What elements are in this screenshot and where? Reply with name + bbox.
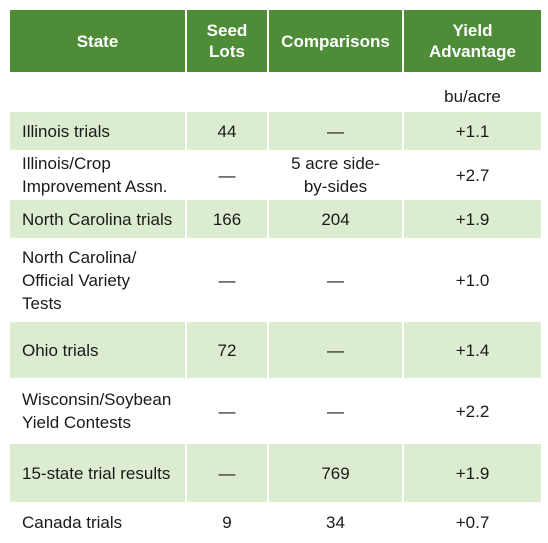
unit-spacer: [10, 72, 186, 112]
table-row: 15-state trial results — 769 +1.9: [10, 444, 541, 502]
cell-yield: +1.9: [402, 200, 541, 238]
cell-state-line: Improvement Assn.: [22, 177, 168, 196]
table-row: Ohio trials 72 — +1.4: [10, 322, 541, 378]
table-row: North Carolina trials 166 204 +1.9: [10, 200, 541, 238]
cell-state-line: Wisconsin/Soybean: [22, 390, 172, 409]
cell-comparisons-line: —: [327, 270, 344, 290]
header-seed-lots: Seed Lots: [185, 10, 268, 72]
table-row: Canada trials 9 34 +0.7: [10, 502, 541, 542]
cell-comparisons-line: 769: [321, 463, 350, 483]
table-row: North Carolina/Official Variety Tests — — +1…: [10, 238, 541, 322]
cell-seed-lots: 166: [185, 200, 268, 238]
cell-comparisons: 34: [267, 502, 403, 542]
table-row: Wisconsin/Soybean Yield Contests — — +2.2: [10, 378, 541, 444]
cell-state-line: Illinois/Crop: [22, 154, 111, 173]
header-seed-lots-line: Lots: [209, 42, 245, 61]
cell-state-line: Ohio trials: [22, 340, 99, 360]
cell-state: North Carolina trials: [10, 200, 186, 238]
cell-comparisons: —: [267, 322, 403, 378]
cell-seed-lots: 72: [185, 322, 268, 378]
cell-comparisons-line: 204: [321, 209, 350, 229]
cell-comparisons-line: 34: [326, 512, 345, 532]
unit-row: bu/acre: [10, 72, 541, 112]
cell-comparisons: —: [267, 112, 403, 150]
cell-state-line: Canada trials: [22, 512, 123, 532]
unit-spacer: [267, 72, 403, 112]
cell-seed-lots: —: [185, 150, 268, 200]
cell-comparisons-line: by-sides: [303, 177, 368, 196]
header-yield-advantage: Yield Advantage: [402, 10, 541, 72]
cell-yield: +1.4: [402, 322, 541, 378]
header-seed-lots-line: Seed: [206, 21, 248, 40]
table-row: Illinois/Crop Improvement Assn. —5 acre si…: [10, 150, 541, 200]
header-yield-line: Yield: [452, 21, 493, 40]
header-comparisons: Comparisons: [267, 10, 403, 72]
cell-state-line: North Carolina trials: [22, 209, 173, 229]
cell-comparisons: —: [267, 238, 403, 322]
cell-comparisons: 769: [267, 444, 403, 502]
cell-yield: +1.9: [402, 444, 541, 502]
cell-state: Canada trials: [10, 502, 186, 542]
cell-state: Illinois/Crop Improvement Assn.: [10, 150, 186, 200]
cell-state: Illinois trials: [10, 112, 186, 150]
yield-table: State Seed Lots Comparisons Yield Advant…: [10, 10, 541, 542]
cell-comparisons: 5 acre side-by-sides: [267, 150, 403, 200]
header-yield-line: Advantage: [429, 42, 516, 61]
cell-state-line: Tests: [22, 293, 62, 313]
cell-state-line: 15-state trial results: [22, 463, 171, 483]
unit-spacer: [185, 72, 268, 112]
cell-state-line: Yield Contests: [22, 413, 131, 432]
cell-state-line: North Carolina/: [22, 247, 137, 267]
cell-yield: +2.2: [402, 378, 541, 444]
cell-yield: +0.7: [402, 502, 541, 542]
table-row: Illinois trials 44 — +1.1: [10, 112, 541, 150]
cell-seed-lots: 9: [185, 502, 268, 542]
cell-state-line: Official Variety: [22, 270, 131, 290]
cell-seed-lots: —: [185, 238, 268, 322]
cell-state: North Carolina/Official Variety Tests: [10, 238, 186, 322]
header-state: State: [10, 10, 186, 72]
cell-state-line: Illinois trials: [22, 121, 110, 141]
cell-comparisons: 204: [267, 200, 403, 238]
cell-seed-lots: —: [185, 444, 268, 502]
cell-comparisons-line: —: [327, 121, 344, 141]
cell-yield: +1.1: [402, 112, 541, 150]
cell-comparisons-line: 5 acre side-: [291, 154, 380, 173]
cell-comparisons-line: —: [327, 340, 344, 360]
cell-state: Wisconsin/Soybean Yield Contests: [10, 378, 186, 444]
cell-state: Ohio trials: [10, 322, 186, 378]
header-row: State Seed Lots Comparisons Yield Advant…: [10, 10, 541, 72]
cell-comparisons: —: [267, 378, 403, 444]
cell-yield: +2.7: [402, 150, 541, 200]
unit-label: bu/acre: [402, 72, 541, 112]
cell-seed-lots: —: [185, 378, 268, 444]
cell-comparisons-line: —: [327, 401, 344, 421]
cell-seed-lots: 44: [185, 112, 268, 150]
cell-yield: +1.0: [402, 238, 541, 322]
cell-state: 15-state trial results: [10, 444, 186, 502]
